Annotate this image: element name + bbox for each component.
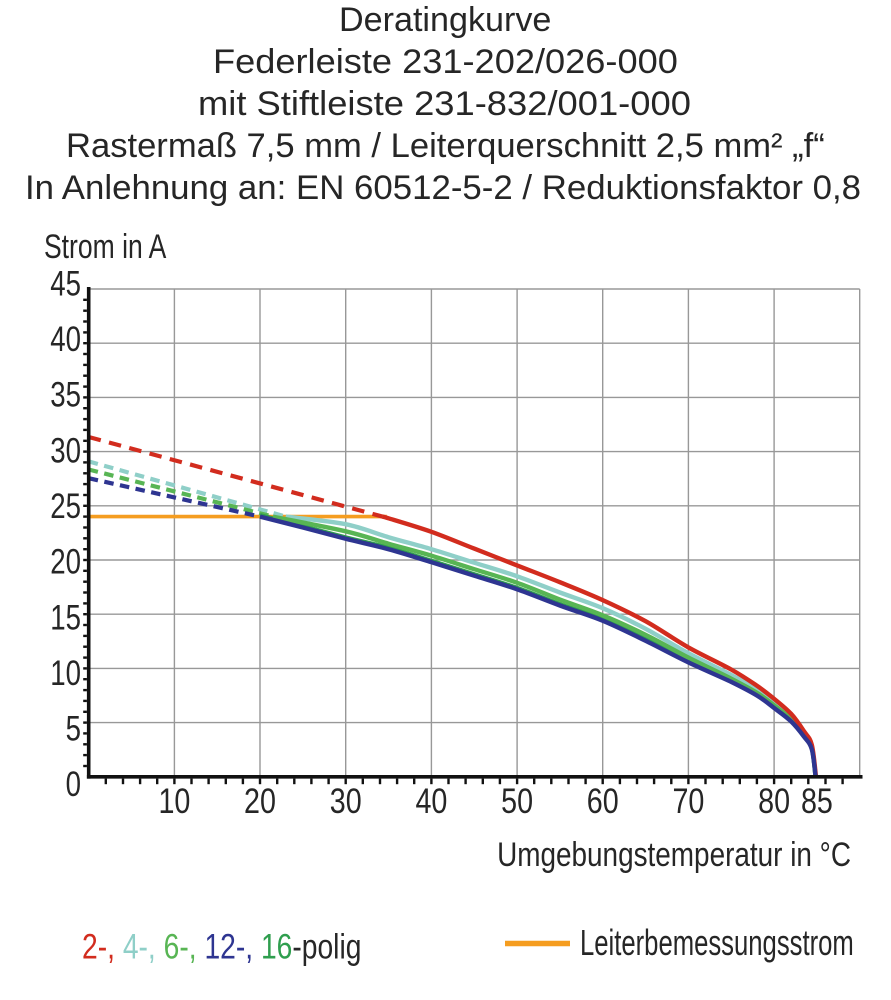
svg-text:20: 20 <box>244 781 276 820</box>
svg-text:Rastermaß 7,5 mm / Leiterquers: Rastermaß 7,5 mm / Leiterquerschnitt 2,5… <box>66 127 825 165</box>
svg-text:30: 30 <box>50 430 81 470</box>
svg-text:Federleiste 231-202/026-000: Federleiste 231-202/026-000 <box>213 43 678 81</box>
svg-text:10: 10 <box>158 781 190 820</box>
svg-text:45: 45 <box>50 263 81 303</box>
svg-text:mit Stiftleiste 231-832/001-00: mit Stiftleiste 231-832/001-000 <box>198 85 691 123</box>
svg-text:Deratingkurve: Deratingkurve <box>339 1 551 39</box>
svg-text:40: 40 <box>415 781 447 820</box>
svg-text:10: 10 <box>50 653 81 693</box>
svg-text:20: 20 <box>50 541 81 581</box>
svg-text:85: 85 <box>801 781 833 820</box>
svg-text:35: 35 <box>50 374 81 414</box>
svg-text:80: 80 <box>758 781 790 820</box>
svg-text:0: 0 <box>66 764 81 804</box>
svg-text:40: 40 <box>50 319 81 359</box>
svg-text:50: 50 <box>501 781 533 820</box>
svg-text:Strom in A: Strom in A <box>44 228 167 266</box>
svg-text:70: 70 <box>672 781 704 820</box>
svg-text:25: 25 <box>50 486 81 526</box>
svg-text:60: 60 <box>587 781 619 820</box>
svg-text:5: 5 <box>66 708 81 748</box>
svg-text:In Anlehnung an: EN 60512-5-2: In Anlehnung an: EN 60512-5-2 / Reduktio… <box>25 169 861 207</box>
svg-text:Leiterbemessungsstrom: Leiterbemessungsstrom <box>580 923 854 963</box>
svg-text:30: 30 <box>330 781 362 820</box>
svg-text:2-, 4-, 6-, 12-, 16-polig: 2-, 4-, 6-, 12-, 16-polig <box>82 927 361 967</box>
svg-text:15: 15 <box>50 597 81 637</box>
svg-text:Umgebungstemperatur in °C: Umgebungstemperatur in °C <box>497 835 851 873</box>
